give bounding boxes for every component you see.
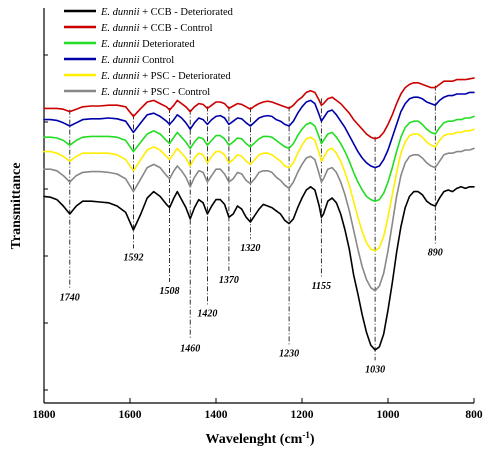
x-tick-label: 1000: [377, 409, 400, 421]
peak-label-1230: 1230: [279, 348, 299, 359]
series-line-4: [43, 91, 475, 169]
x-axis-label: Wavelenght (cm-1): [206, 430, 315, 447]
peak-label-1370: 1370: [219, 275, 239, 286]
series-line-1: [43, 186, 475, 351]
y-axis-ticks: [44, 54, 48, 391]
plot-frame: [43, 8, 474, 404]
series-line-5: [43, 128, 475, 252]
peak-labels: 1740 1592 1508 1460 1420 1370 1320 1230 1155 1030…: [60, 243, 443, 376]
legend-entry-4: E. dunnii Control: [100, 55, 174, 66]
x-tick-label: 1400: [205, 409, 228, 421]
x-tick-label: 1200: [291, 409, 314, 421]
peak-label-1320: 1320: [240, 243, 260, 254]
x-tick-label: 800: [465, 409, 483, 421]
legend-entry-3: E. dunnii Deteriorated: [100, 39, 195, 50]
peak-label-1155: 1155: [312, 281, 331, 292]
x-axis-ticks: 1800 1600 1400 1200 1000 800: [33, 398, 483, 421]
legend-entry-5: E. dunnii + PSC - Deteriorated: [100, 71, 231, 82]
legend-entry-1: E. dunnii + CCB - Deteriorated: [100, 7, 234, 18]
peak-guide-lines: [69, 85, 436, 361]
peak-label-1030: 1030: [365, 364, 385, 375]
x-tick-label: 1800: [33, 409, 56, 421]
y-axis-label: Transmittance: [9, 163, 24, 250]
peak-label-890: 890: [428, 248, 443, 259]
peak-label-1508: 1508: [160, 286, 180, 297]
peak-label-1420: 1420: [197, 308, 217, 319]
series-line-2: [43, 77, 475, 140]
legend: E. dunnii + CCB - Deteriorated E. dunnii …: [64, 7, 234, 98]
peak-label-1460: 1460: [180, 344, 200, 355]
series-line-6: [43, 147, 475, 292]
x-tick-label: 1600: [119, 409, 142, 421]
series-line-3: [43, 115, 475, 202]
legend-entry-2: E. dunnii + CCB - Control: [100, 23, 213, 34]
peak-label-1740: 1740: [60, 292, 80, 303]
series-lines: [43, 77, 475, 351]
legend-entry-6: E. dunnii + PSC - Control: [100, 87, 210, 98]
peak-label-1592: 1592: [123, 252, 143, 263]
